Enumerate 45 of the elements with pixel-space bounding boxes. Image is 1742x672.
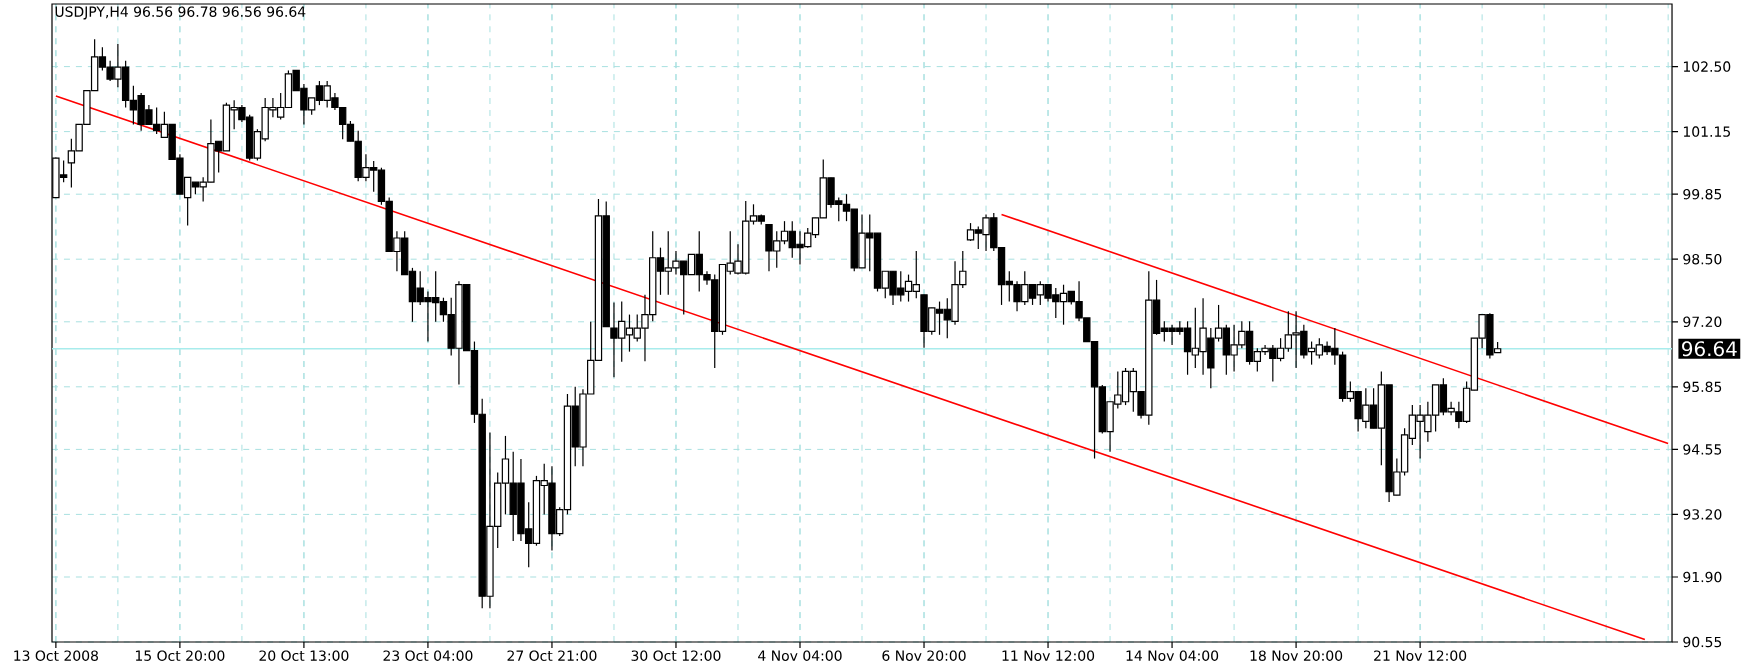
candlestick: [1052, 287, 1060, 319]
candlestick: [1028, 284, 1037, 306]
candlestick: [796, 230, 804, 266]
candlestick: [858, 213, 866, 269]
candlestick: [315, 80, 324, 106]
candlestick: [1036, 280, 1044, 306]
candlestick: [1222, 324, 1231, 376]
candlestick: [424, 290, 432, 343]
candlestick: [935, 300, 944, 336]
candlestick: [354, 130, 362, 182]
candlestick: [625, 313, 634, 353]
candlestick: [1486, 312, 1494, 359]
ref-line-label: 96.64: [1682, 341, 1737, 357]
candlestick: [1292, 310, 1300, 369]
candlestick: [1230, 324, 1238, 372]
candlestick: [1315, 337, 1324, 359]
candlestick: [323, 80, 331, 109]
candlestick: [1416, 404, 1424, 460]
candlestick: [1121, 367, 1130, 406]
candlestick: [1269, 344, 1277, 383]
candlestick: [1183, 320, 1192, 376]
candlestick: [1245, 320, 1254, 366]
candlestick: [1021, 270, 1029, 306]
candlestick: [1338, 351, 1347, 403]
candlestick: [1439, 377, 1448, 416]
candlestick: [664, 230, 672, 296]
candlestick: [982, 213, 990, 252]
candlestick: [1276, 337, 1285, 362]
candlestick: [1129, 367, 1138, 413]
candlestick: [788, 220, 796, 259]
candlestick: [1369, 387, 1378, 429]
candlestick: [1168, 324, 1176, 346]
candlestick: [152, 106, 161, 135]
candlestick: [1059, 284, 1068, 326]
candlestick: [974, 225, 982, 250]
candlestick: [695, 230, 703, 293]
candlestick: [222, 102, 231, 152]
candlestick: [780, 220, 789, 245]
candlestick: [889, 270, 897, 306]
candlestick: [773, 230, 781, 269]
candlestick: [904, 274, 913, 303]
candlestick: [687, 253, 696, 276]
candlestick: [897, 270, 905, 303]
candlestick: [137, 92, 145, 132]
candlestick: [1362, 387, 1370, 429]
